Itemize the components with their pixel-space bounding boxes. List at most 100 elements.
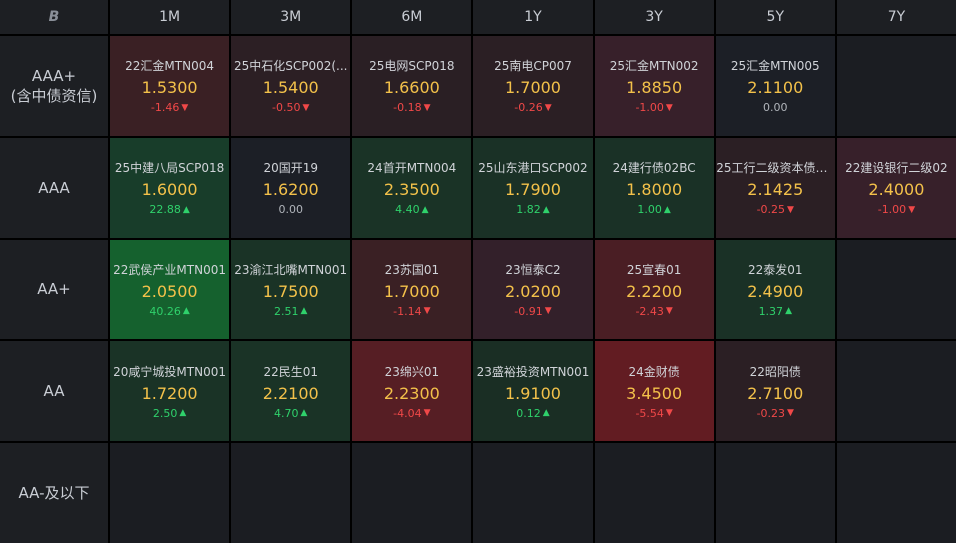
triangle-down-icon: ▼ — [544, 306, 552, 317]
bond-name: 25工行二级资本债0... — [716, 161, 835, 176]
rating-label-line: AA-及以下 — [18, 484, 90, 503]
bond-cell[interactable]: 23渝江北嘴MTN001 1.7500 2.51 ▲ — [231, 239, 351, 340]
bond-change-value: -1.00 — [635, 101, 664, 115]
bond-cell[interactable]: 20国开19 1.6200 0.00 — [231, 137, 351, 238]
rating-label: AAA — [0, 137, 108, 238]
bond-name: 23苏国01 — [384, 262, 440, 277]
bond-yield: 1.7500 — [262, 281, 319, 301]
bond-change: -0.25 ▼ — [757, 203, 794, 216]
rating-label-line: AAA — [38, 178, 70, 197]
triangle-down-icon: ▼ — [423, 306, 431, 317]
bond-change-value: 0.00 — [763, 101, 788, 115]
bond-change: -0.50 ▼ — [272, 101, 309, 114]
tenor-header[interactable]: 1M — [110, 0, 230, 34]
bond-cell[interactable]: 23绵兴01 2.2300 -4.04 ▼ — [352, 341, 472, 442]
bond-change: 0.00 — [763, 101, 788, 114]
bond-change: 4.70 ▲ — [274, 407, 307, 420]
empty-cell — [231, 443, 351, 543]
tenor-header[interactable]: 3M — [231, 0, 351, 34]
bond-change: -0.26 ▼ — [514, 101, 551, 114]
bond-change-value: -4.04 — [393, 406, 422, 420]
bond-name: 25汇金MTN005 — [730, 59, 820, 74]
bond-cell[interactable]: 23盛裕投资MTN001 1.9100 0.12 ▲ — [473, 341, 593, 442]
bond-yield: 2.1425 — [747, 180, 804, 200]
bond-change: 1.82 ▲ — [516, 203, 549, 216]
bond-cell[interactable]: 20咸宁城投MTN001 1.7200 2.50 ▲ — [110, 341, 230, 442]
bond-change: 1.00 ▲ — [637, 203, 670, 216]
bond-name: 25宣春01 — [626, 262, 682, 277]
bond-cell[interactable]: 25中建八局SCP018 1.6000 22.88 ▲ — [110, 137, 230, 238]
bond-cell[interactable]: 25山东港口SCP002 1.7900 1.82 ▲ — [473, 137, 593, 238]
bond-cell[interactable]: 22汇金MTN004 1.5300 -1.46 ▼ — [110, 36, 230, 136]
bond-yield: 1.7900 — [505, 180, 561, 200]
triangle-down-icon: ▼ — [787, 204, 794, 215]
bond-name: 23恒泰C2 — [505, 262, 561, 277]
bond-name: 25山东港口SCP002 — [478, 161, 588, 176]
bond-name: 23盛裕投资MTN001 — [476, 364, 590, 379]
bond-name: 24建行债02BC — [612, 161, 696, 176]
empty-cell — [836, 443, 956, 543]
bond-cell[interactable]: 24首开MTN004 2.3500 4.40 ▲ — [352, 137, 472, 238]
triangle-down-icon: ▼ — [302, 102, 310, 113]
bond-cell[interactable]: 23苏国01 1.7000 -1.14 ▼ — [352, 239, 472, 340]
tenor-header[interactable]: 3Y — [594, 0, 714, 34]
bond-cell[interactable]: 23恒泰C2 2.0200 -0.91 ▼ — [473, 239, 593, 340]
bond-change-value: -2.43 — [635, 304, 664, 318]
bond-cell[interactable]: 22泰发01 2.4900 1.37 ▲ — [715, 239, 835, 340]
bond-change: -5.54 ▼ — [635, 407, 672, 420]
bond-yield: 2.2100 — [262, 383, 319, 403]
bond-cell[interactable]: 25汇金MTN002 1.8850 -1.00 ▼ — [594, 36, 714, 136]
triangle-up-icon: ▲ — [542, 204, 550, 215]
rating-label: AA+ — [0, 239, 108, 340]
bond-yield: 1.8850 — [626, 78, 683, 98]
triangle-down-icon: ▼ — [423, 408, 431, 419]
triangle-down-icon: ▼ — [423, 102, 431, 113]
triangle-down-icon: ▼ — [665, 408, 673, 419]
bond-cell[interactable]: 22昭阳债 2.7100 -0.23 ▼ — [715, 341, 835, 442]
corner-logo: B — [0, 0, 108, 34]
bond-yield: 1.5400 — [262, 78, 319, 98]
tenor-header[interactable]: 5Y — [715, 0, 835, 34]
bond-cell[interactable]: 25汇金MTN005 2.1100 0.00 — [715, 36, 835, 136]
bond-change: 2.51 ▲ — [274, 305, 307, 318]
bond-name: 24金财债 — [628, 364, 680, 379]
bond-change: -1.00 ▼ — [878, 203, 915, 216]
bond-change: -2.43 ▼ — [635, 305, 672, 318]
triangle-down-icon: ▼ — [665, 102, 673, 113]
bond-name: 24首开MTN004 — [367, 161, 457, 176]
bond-change-value: -1.46 — [150, 101, 180, 115]
bond-cell[interactable]: 25南电CP007 1.7000 -0.26 ▼ — [473, 36, 593, 136]
bond-cell[interactable]: 24金财债 3.4500 -5.54 ▼ — [594, 341, 714, 442]
rating-label: AAA+ (含中债资信) — [0, 36, 108, 136]
empty-cell — [836, 36, 956, 136]
bond-change-value: 40.26 — [149, 304, 181, 318]
bond-yield: 2.2200 — [626, 281, 683, 301]
triangle-up-icon: ▲ — [421, 204, 429, 215]
bond-cell[interactable]: 22民生01 2.2100 4.70 ▲ — [231, 341, 351, 442]
bond-yield: 2.3500 — [383, 180, 440, 200]
bond-cell[interactable]: 24建行债02BC 1.8000 1.00 ▲ — [594, 137, 714, 238]
tenor-header[interactable]: 6M — [352, 0, 472, 34]
bond-name: 22民生01 — [263, 364, 318, 379]
bond-change: 22.88 ▲ — [149, 203, 189, 216]
bond-cell[interactable]: 22建设银行二级02 2.4000 -1.00 ▼ — [836, 137, 956, 238]
tenor-header[interactable]: 7Y — [836, 0, 956, 34]
tenor-header[interactable]: 1Y — [473, 0, 593, 34]
bond-yield: 2.2300 — [383, 383, 440, 403]
bond-change: -0.18 ▼ — [393, 101, 430, 114]
rating-label-line: AAA+ — [31, 66, 77, 85]
bond-cell[interactable]: 25中石化SCP002(... 1.5400 -0.50 ▼ — [231, 36, 351, 136]
bond-yield: 2.7100 — [747, 383, 804, 403]
bond-cell[interactable]: 22武侯产业MTN001 2.0500 40.26 ▲ — [110, 239, 230, 340]
bond-change: -0.91 ▼ — [514, 305, 551, 318]
rating-label-line: AA — [43, 382, 65, 401]
bond-cell[interactable]: 25工行二级资本债0... 2.1425 -0.25 ▼ — [715, 137, 835, 238]
bond-cell[interactable]: 25电网SCP018 1.6600 -0.18 ▼ — [352, 36, 472, 136]
bond-cell[interactable]: 25宣春01 2.2200 -2.43 ▼ — [594, 239, 714, 340]
bond-yield: 1.5300 — [141, 78, 198, 98]
bond-name: 22昭阳债 — [749, 364, 801, 379]
bond-name: 20咸宁城投MTN001 — [113, 364, 226, 379]
empty-cell — [110, 443, 230, 543]
bond-name: 22建设银行二级02 — [845, 161, 948, 176]
bond-change: -0.23 ▼ — [757, 407, 794, 420]
